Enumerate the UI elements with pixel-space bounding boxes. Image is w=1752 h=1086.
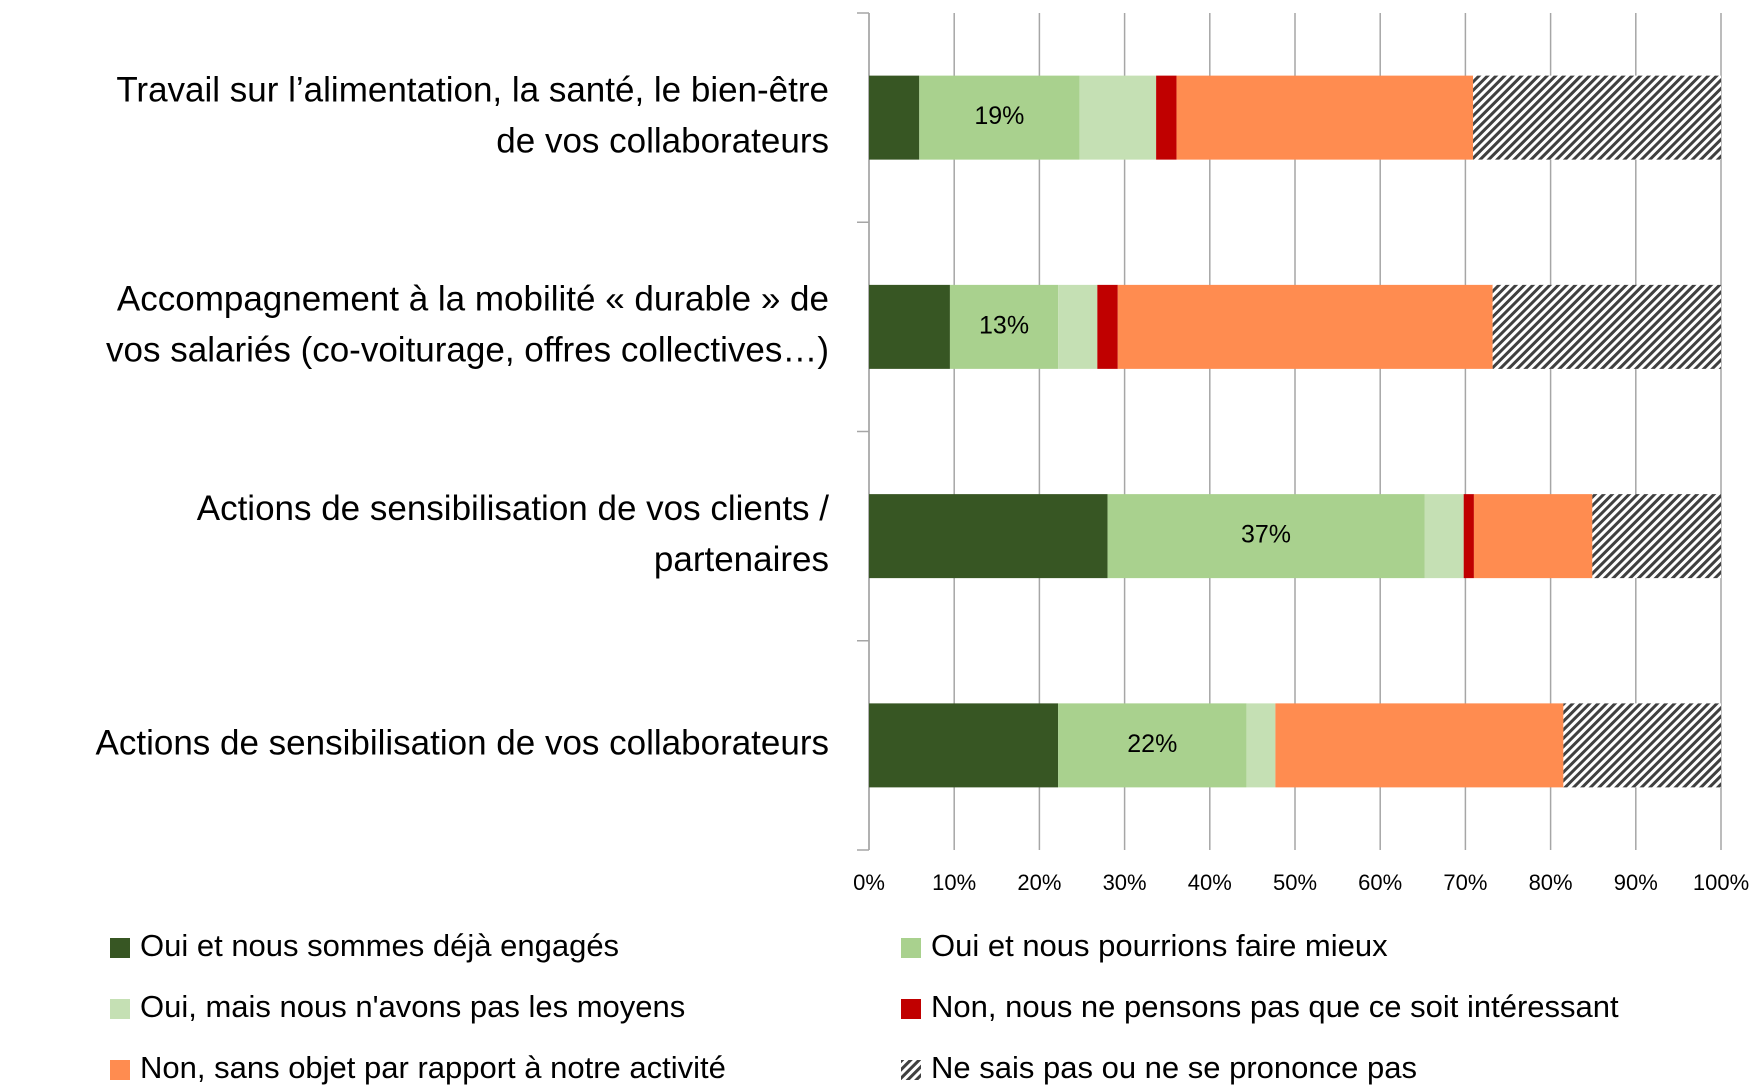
bar-segment xyxy=(1058,703,1247,788)
legend-swatch xyxy=(110,1060,130,1080)
bar-segment xyxy=(869,75,920,160)
category-label: Accompagnement à la mobilité « durable »… xyxy=(117,280,829,319)
category-label: vos salariés (co-voiturage, offres colle… xyxy=(106,331,829,370)
bar-segment xyxy=(1275,703,1564,788)
legend-label: Non, nous ne pensons pas que ce soit int… xyxy=(931,989,1619,1024)
x-tick-label: 40% xyxy=(1188,870,1232,895)
bar-segment xyxy=(919,75,1080,160)
data-label: 22% xyxy=(1127,730,1177,758)
bar-segment xyxy=(1117,284,1493,369)
x-tick-label: 20% xyxy=(1017,870,1061,895)
x-tick-label: 100% xyxy=(1693,870,1749,895)
bar-segment xyxy=(869,494,1108,579)
bar-segment xyxy=(1176,75,1474,160)
bar-segment xyxy=(1107,494,1425,579)
bar-segment xyxy=(1463,494,1474,579)
x-tick-label: 30% xyxy=(1103,870,1147,895)
x-tick-label: 0% xyxy=(853,870,885,895)
bar-segment xyxy=(1079,75,1157,160)
legend-label: Oui, mais nous n'avons pas les moyens xyxy=(140,989,685,1024)
category-label: de vos collaborateurs xyxy=(496,121,829,160)
legend-label: Non, sans objet par rapport à notre acti… xyxy=(140,1050,726,1085)
x-tick-label: 60% xyxy=(1358,870,1402,895)
category-label: Travail sur l’alimentation, la santé, le… xyxy=(116,70,829,109)
bar-segment xyxy=(1492,284,1721,369)
legend-swatch xyxy=(901,999,921,1019)
legend-label: Oui et nous pourrions faire mieux xyxy=(931,928,1388,963)
bar-segment xyxy=(1097,284,1118,369)
data-label: 13% xyxy=(979,311,1029,339)
bar-segment xyxy=(949,284,1059,369)
x-tick-label: 70% xyxy=(1443,870,1487,895)
legend-swatch xyxy=(901,1060,921,1080)
data-label: 37% xyxy=(1241,521,1291,549)
bar-segment xyxy=(1424,494,1464,579)
bar-segment xyxy=(1058,284,1098,369)
bar-segment xyxy=(1473,75,1721,160)
bar-segment xyxy=(1473,494,1593,579)
bar-segment xyxy=(1156,75,1177,160)
category-label: partenaires xyxy=(654,540,829,579)
bar-segment xyxy=(869,284,950,369)
category-label: Actions de sensibilisation de vos collab… xyxy=(96,724,829,763)
legend-label: Ne sais pas ou ne se prononce pas xyxy=(931,1050,1417,1085)
x-tick-label: 50% xyxy=(1273,870,1317,895)
bar-segment xyxy=(1592,494,1721,579)
legend-swatch xyxy=(901,938,921,958)
category-label: Actions de sensibilisation de vos client… xyxy=(197,489,830,528)
x-tick-label: 90% xyxy=(1614,870,1658,895)
legend-swatch xyxy=(110,999,130,1019)
bar-segment xyxy=(1246,703,1276,788)
x-tick-label: 80% xyxy=(1529,870,1573,895)
bar-segment xyxy=(869,703,1059,788)
data-label: 19% xyxy=(974,102,1024,130)
x-tick-label: 10% xyxy=(932,870,976,895)
bar-segment xyxy=(1563,703,1721,788)
legend-label: Oui et nous sommes déjà engagés xyxy=(140,928,619,963)
legend-swatch xyxy=(110,938,130,958)
